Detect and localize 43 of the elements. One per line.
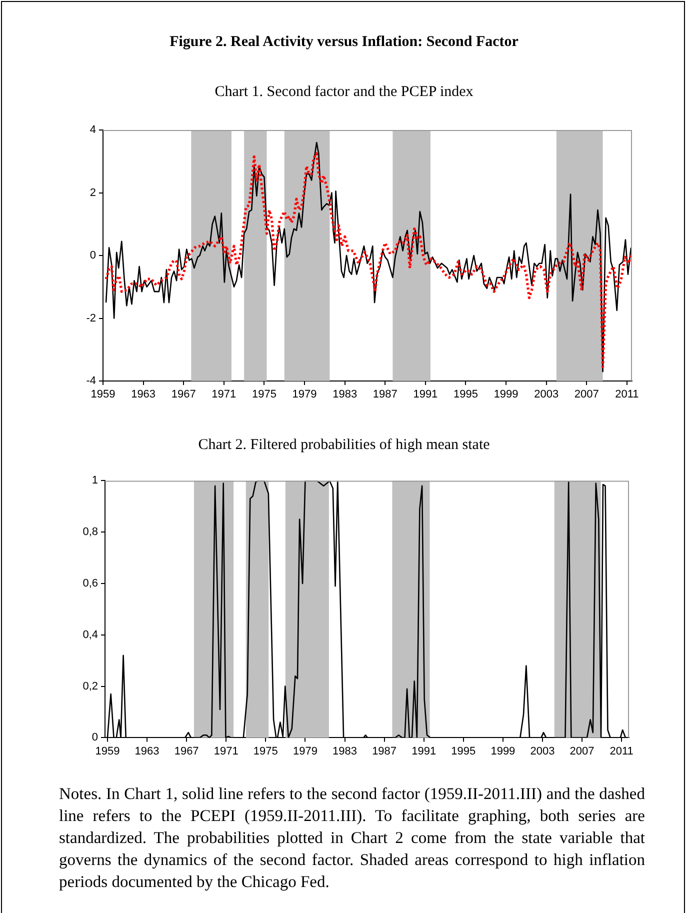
x-tick-label: 1975	[253, 745, 278, 758]
y-tick-label: -4	[86, 375, 96, 388]
x-tick-label: 1983	[332, 745, 357, 758]
x-tick-label: 1987	[372, 388, 398, 401]
x-tick-label: 1963	[134, 745, 160, 758]
chart-title: Chart 2. Filtered probabilities of high mean state	[197, 437, 491, 454]
chart-title: Figure 2. Real Activity versus Inflation: Second Factor	[168, 34, 520, 51]
x-tick-label: 1995	[454, 388, 478, 401]
chart-subtitle: Chart 1. Second factor and the PCEP index	[214, 84, 474, 101]
x-tick-label: 2003	[534, 388, 559, 401]
x-tick-label: 1963	[131, 388, 156, 401]
x-tick-label: 1967	[171, 388, 196, 401]
x-tick-label: 1971	[214, 745, 238, 758]
y-tick-label: 4	[90, 124, 96, 136]
x-tick-label: 2003	[530, 745, 555, 758]
y-tick-label: 0	[90, 250, 96, 262]
x-tick-label: 2007	[570, 745, 594, 758]
x-tick-label: 1971	[212, 388, 236, 401]
y-tick-label: 0,2	[82, 680, 98, 692]
x-tick-label: 1959	[95, 745, 120, 758]
x-tick-label: 1999	[490, 745, 516, 758]
text: Notes. In Chart 1, solid line refers to the second factor (1959.II-2011.III) and the dashed line refers to the PCEPI (1959.II-2011.III). To facilitate graphing, both series are standardized. The probabilities plotted in Chart 2 come from the state variable that governs the dynamics of the second factor. Shaded areas correspond to high inflation periods documented by the Chicago Fed.	[59, 783, 645, 893]
x-tick-label: 1959	[90, 388, 116, 401]
x-tick-label: 2011	[615, 388, 639, 401]
y-tick-label: 0	[92, 732, 98, 744]
x-tick-label: 2011	[610, 745, 634, 758]
x-tick-label: 1983	[332, 388, 358, 401]
x-tick-label: 1975	[252, 388, 276, 401]
y-tick-label: 0,4	[82, 628, 98, 641]
x-tick-label: 1991	[412, 745, 436, 758]
x-tick-label: 1991	[413, 388, 438, 401]
x-tick-label: 1967	[174, 745, 199, 758]
x-tick-label: 1979	[292, 745, 318, 758]
x-tick-label: 1999	[494, 388, 518, 401]
y-tick-label: 2	[90, 186, 96, 199]
x-tick-label: 1995	[451, 745, 476, 758]
y-tick-label: -2	[86, 312, 96, 324]
x-tick-label: 2007	[574, 388, 599, 401]
y-tick-label: 0,8	[82, 526, 98, 538]
y-tick-label: 0,6	[82, 578, 98, 590]
x-tick-label: 1987	[372, 745, 397, 758]
x-tick-label: 1979	[292, 388, 317, 401]
y-tick-label: 1	[92, 474, 98, 487]
